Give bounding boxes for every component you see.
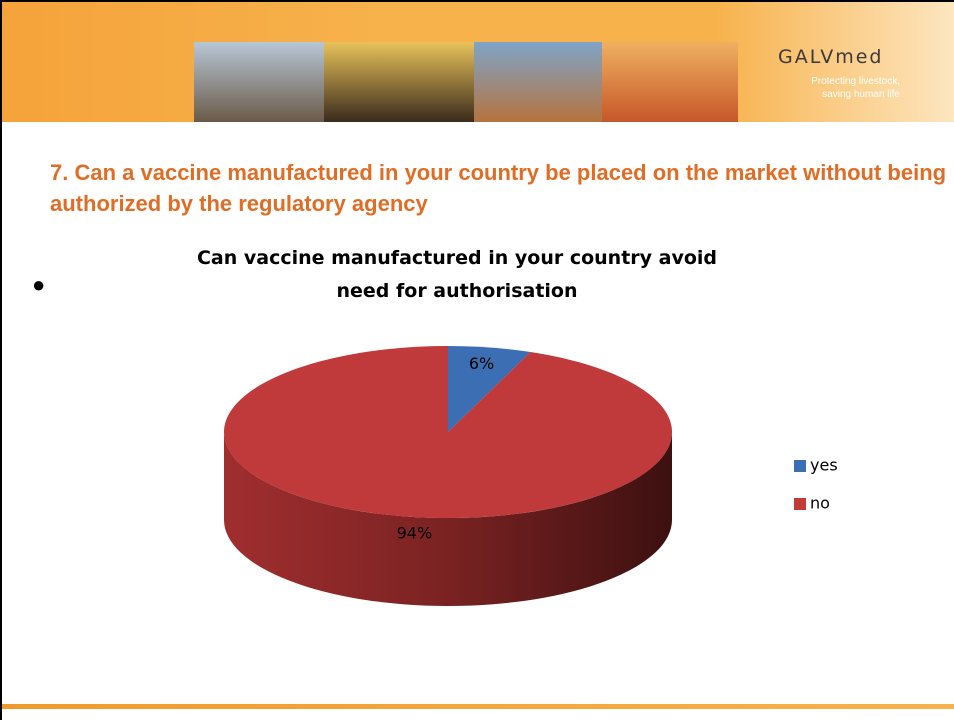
banner: GALVmed Protecting livestock, saving hum… [2, 2, 954, 122]
banner-photo [194, 42, 324, 122]
tagline: Protecting livestock, [811, 76, 900, 87]
banner-photo [324, 42, 474, 122]
banner-photo [474, 42, 602, 122]
data-label: 94% [397, 524, 433, 543]
legend-swatch [794, 460, 806, 472]
bullet: ● [32, 272, 46, 297]
logo: GALVmed [778, 46, 884, 68]
legend-label: yes [810, 456, 838, 475]
slide-heading: 7. Can a vaccine manufactured in your co… [50, 160, 947, 216]
pie-slice [448, 346, 531, 432]
legend-swatch [794, 498, 806, 510]
chart-title: Can vaccine manufactured in your country… [196, 247, 718, 302]
banner-photo [602, 42, 738, 122]
pie-slice [224, 346, 673, 518]
data-label: 6% [469, 354, 494, 373]
legend-label: no [810, 494, 830, 513]
footer-line [2, 704, 954, 709]
pie-side [224, 432, 672, 606]
tagline: saving human life [822, 89, 900, 100]
